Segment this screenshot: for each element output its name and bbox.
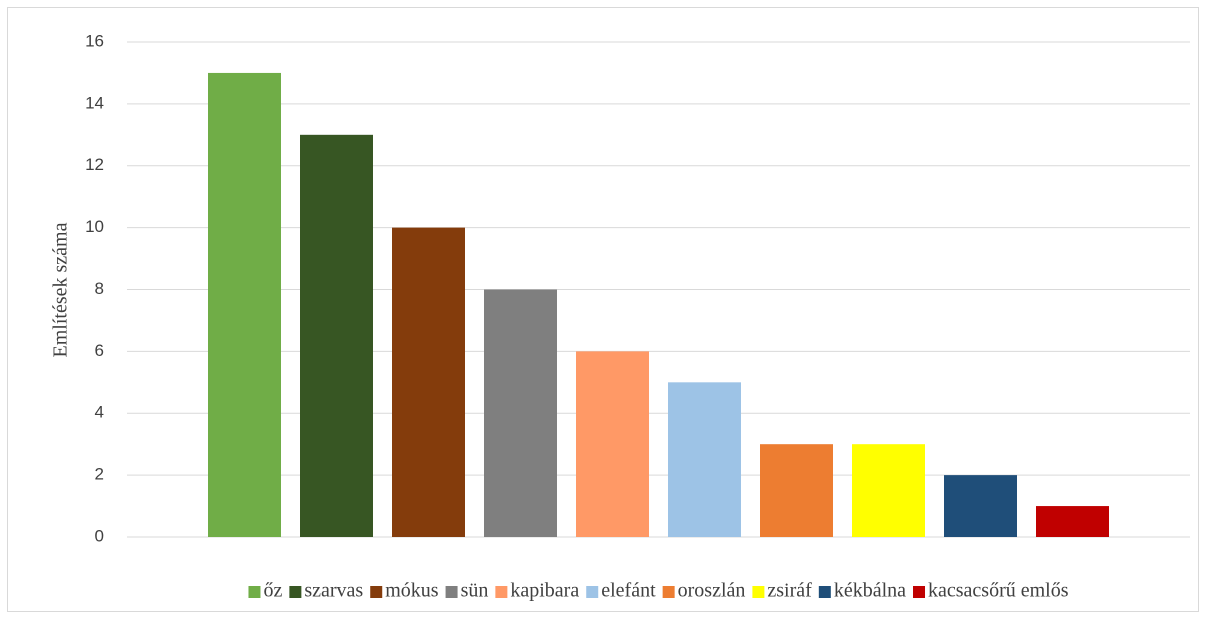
- legend-label: zsiráf: [767, 580, 812, 602]
- legend-swatch: [913, 586, 926, 598]
- legend-label: oroszlán: [678, 580, 746, 602]
- bar: [484, 289, 557, 537]
- bar: [1036, 506, 1109, 537]
- legend-swatch: [818, 586, 831, 598]
- y-tick-label: 0: [95, 526, 104, 545]
- y-tick-label: 10: [85, 217, 104, 236]
- legend-label: kapibara: [510, 580, 579, 602]
- legend-label: szarvas: [304, 580, 363, 602]
- bar: [852, 444, 925, 537]
- y-tick-label: 4: [95, 403, 104, 422]
- bar: [944, 475, 1017, 537]
- y-tick-label: 8: [95, 279, 104, 298]
- legend-swatch: [445, 586, 458, 598]
- legend-swatch: [370, 586, 383, 598]
- bar: [576, 351, 649, 537]
- legend-swatch: [289, 586, 302, 598]
- legend-swatch: [752, 586, 765, 598]
- y-tick-label: 16: [85, 31, 104, 50]
- legend-label: sün: [461, 580, 489, 602]
- legend-swatch: [586, 586, 599, 598]
- y-tick-label: 12: [85, 155, 104, 174]
- bar: [300, 134, 373, 537]
- y-axis-label: Említések száma: [50, 222, 72, 357]
- legend-label: őz: [263, 580, 282, 602]
- legend-swatch: [248, 586, 261, 598]
- bar: [392, 227, 465, 537]
- y-tick-label: 2: [95, 465, 104, 484]
- legend-label: kékbálna: [834, 580, 906, 602]
- legend-label: elefánt: [601, 580, 656, 602]
- y-tick-label: 6: [95, 341, 104, 360]
- legend-label: kacsacsőrű emlős: [928, 580, 1069, 602]
- legend-swatch: [662, 586, 675, 598]
- bar: [760, 444, 833, 537]
- legend-label: mókus: [385, 580, 439, 602]
- y-tick-label: 14: [85, 93, 104, 112]
- legend-swatch: [495, 586, 508, 598]
- bar: [208, 72, 281, 537]
- bar: [668, 382, 741, 537]
